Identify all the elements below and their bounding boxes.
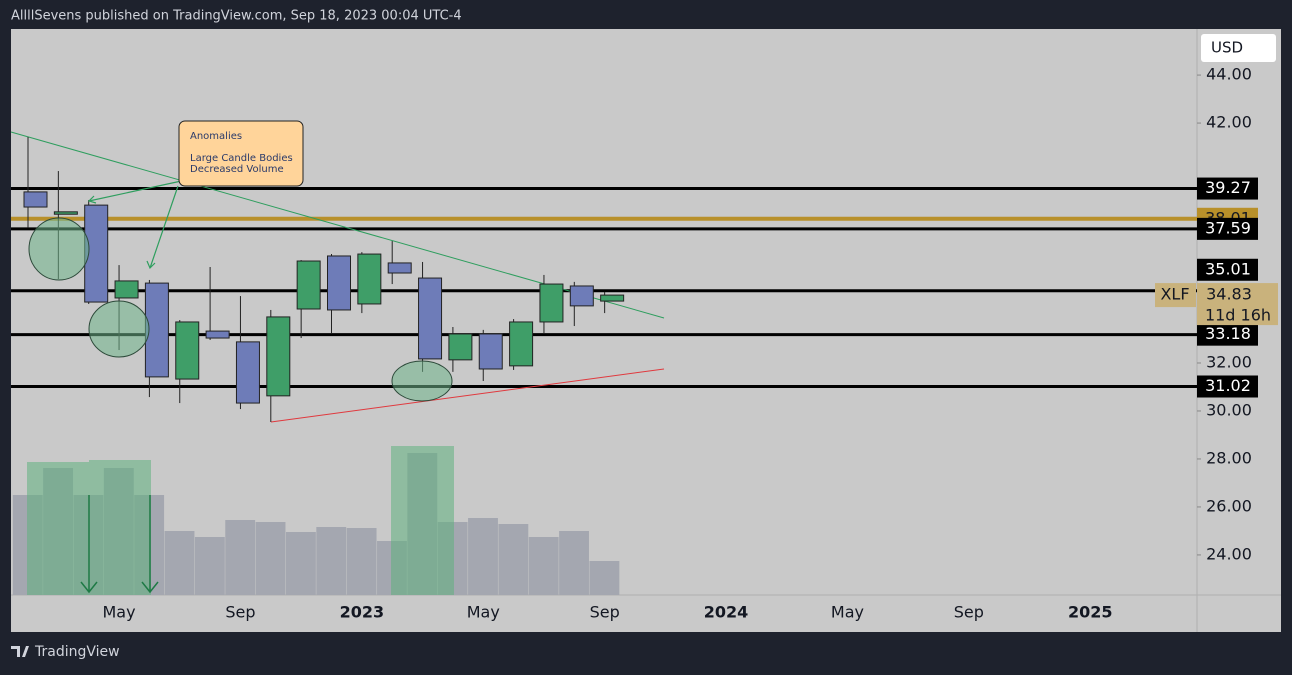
volume-highlight [27,462,89,595]
level-label-box [1197,217,1258,240]
highlight-circle [28,217,90,281]
volume-bar [285,532,316,595]
level-label: 37.59 [1205,218,1251,237]
volume-bar [164,531,195,595]
volume-bar [316,527,347,595]
level-label-box [1197,258,1258,281]
candles [23,136,625,423]
last-price-label: 34.83 [1206,285,1252,304]
x-tick-label: Sep [590,603,620,622]
level-lines [11,187,1197,388]
annotation: Anomalies Large Candle Bodies Decreased … [87,120,304,270]
candle-body [539,283,564,323]
x-tick-label: 2023 [340,603,385,622]
level-label-box [1197,323,1258,346]
brand-name: TradingView [34,644,120,660]
annotation-arrows [87,179,187,270]
candle-body [296,260,321,310]
circles [28,217,453,402]
level-label: 39.27 [1205,178,1251,197]
x-tick-label: 2024 [704,603,749,622]
y-tick-label: 42.00 [1206,113,1252,132]
volume-bar [498,524,529,595]
axes: 44.00 42.00 32.00 30.00 28.00 26.00 24.00 May Se… [103,65,1278,622]
symbol-label: XLF [1160,285,1189,304]
x-tick-label: 2025 [1068,603,1113,622]
volume-bar [468,518,498,595]
y-tick-label: 44.00 [1206,65,1252,84]
currency-box [1201,34,1276,62]
annotation-box [178,120,304,187]
x-tick-label: May [831,603,864,622]
currency-label: USD [1211,39,1243,57]
volume-highlight [89,460,151,595]
highlight-circle [391,360,453,402]
volume-bar [346,528,377,595]
candle-body [266,316,291,397]
candle-body [205,330,230,339]
volume-highlight [391,446,454,595]
down-arrows [80,495,159,594]
symbol-box [1155,283,1196,308]
y-tick-label: 30.00 [1206,400,1252,419]
candle-body [478,333,503,370]
highlight-circle [88,300,150,358]
candle-body [509,321,534,367]
volume-bar [194,537,225,595]
candle-body [23,191,48,208]
volume-highlights [27,446,454,595]
volume-bar [528,537,559,595]
candle-body [387,262,412,274]
volume-bar [255,522,286,595]
level-label-box [1197,177,1258,200]
candle-body [448,333,473,361]
trendline-up [270,368,665,423]
candle-body [53,211,78,215]
x-tick-label: Sep [954,603,984,622]
annotation-title: Anomalies [190,131,242,142]
y-tick-label: 32.00 [1206,352,1252,371]
level-label: 33.18 [1205,324,1251,343]
annotation-line: Decreased Volume [190,164,284,175]
candle-body [327,255,351,311]
y-tick-label: 28.00 [1206,448,1252,467]
level-label-box [1197,375,1258,398]
y-tick-label: 26.00 [1206,496,1252,515]
volume-bar [589,561,620,595]
y-tick-label: 24.00 [1206,544,1252,563]
candle-body [600,294,625,302]
annotation-line: Large Candle Bodies [190,153,293,164]
level-label: 31.02 [1205,376,1251,395]
countdown-label: 11d 16h [1205,306,1271,325]
candle-body [114,280,139,299]
candle-body [418,277,443,360]
volume-bar [559,531,589,595]
x-tick-label: May [103,603,136,622]
last-price-box [1197,283,1278,326]
candle-body [357,253,382,305]
footer-bar [0,632,1292,671]
brand-logo [11,646,29,657]
level-label: 35.01 [1205,259,1251,278]
candle-body [569,285,594,307]
x-tick-label: Sep [225,603,255,622]
volume-bar [225,520,256,595]
candle-body [235,341,260,404]
candle-body [175,321,200,380]
x-tick-label: May [467,603,500,622]
publisher-line: AllllSevens published on TradingView.com… [11,9,462,24]
